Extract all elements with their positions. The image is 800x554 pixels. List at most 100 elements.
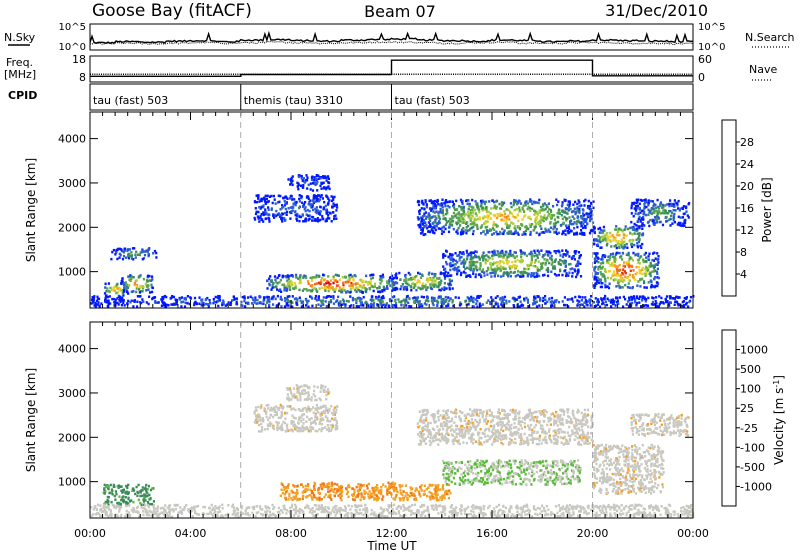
heatmap-cell [653, 277, 656, 281]
heatmap-cell [606, 285, 609, 288]
heatmap-cell [634, 207, 637, 210]
heatmap-cell [551, 304, 554, 307]
heatmap-cell [529, 198, 532, 201]
heatmap-cell [329, 496, 332, 499]
heatmap-cell [493, 261, 496, 265]
heatmap-cell [656, 272, 659, 275]
heatmap-cell [318, 496, 321, 499]
heatmap-cell [685, 205, 688, 208]
heatmap-cell [370, 277, 373, 280]
heatmap-cell [133, 282, 136, 285]
heatmap-cell [314, 395, 317, 398]
heatmap-cell [288, 197, 292, 200]
heatmap-cell [326, 195, 329, 199]
heatmap-cell [268, 416, 271, 420]
heatmap-cell [554, 223, 557, 227]
heatmap-cell [263, 407, 266, 410]
heatmap-cell [625, 303, 628, 306]
heatmap-cell [599, 228, 603, 232]
heatmap-cell [347, 484, 351, 488]
heatmap-cell [456, 261, 459, 264]
heatmap-cell [297, 497, 300, 501]
heatmap-cell [316, 189, 319, 192]
heatmap-cell [111, 250, 114, 254]
heatmap-cell [330, 412, 334, 415]
heatmap-cell [423, 221, 426, 224]
heatmap-cell [292, 420, 295, 424]
heatmap-cell [651, 296, 654, 299]
heatmap-cell [260, 404, 263, 407]
heatmap-cell [622, 264, 625, 268]
heatmap-cell [136, 300, 139, 303]
heatmap-cell [381, 290, 384, 293]
heatmap-cell [673, 205, 676, 208]
heatmap-cell [409, 277, 412, 281]
heatmap-cell [132, 290, 135, 293]
heatmap-cell [444, 200, 447, 204]
heatmap-cell [365, 300, 368, 304]
heatmap-cell [612, 278, 615, 282]
heatmap-cell [492, 220, 495, 224]
heatmap-cell [549, 300, 552, 304]
heatmap-cell [508, 218, 511, 221]
heatmap-cell [656, 212, 659, 216]
heatmap-cell [579, 275, 583, 278]
heatmap-cell [151, 503, 154, 506]
heatmap-cell [536, 254, 539, 257]
heatmap-cell [370, 295, 373, 298]
heatmap-cell [597, 261, 600, 264]
heatmap-cell [421, 215, 424, 218]
heatmap-cell [127, 292, 130, 295]
heatmap-cell [357, 493, 360, 496]
heatmap-cell [373, 282, 377, 286]
heatmap-cell [598, 305, 602, 308]
heatmap-cell [281, 492, 284, 495]
heatmap-cell [309, 204, 312, 207]
heatmap-cell [313, 276, 316, 279]
heatmap-cell [320, 194, 323, 197]
heatmap-cell [543, 216, 546, 220]
heatmap-cell [518, 206, 521, 209]
heatmap-cell [542, 219, 545, 223]
heatmap-cell [351, 298, 354, 302]
heatmap-cell [379, 275, 382, 278]
heatmap-cell [583, 232, 586, 235]
heatmap-cell [559, 258, 562, 262]
heatmap-cell [570, 210, 574, 214]
heatmap-cell [635, 296, 639, 300]
heatmap-cell [540, 267, 543, 270]
heatmap-cell [590, 209, 593, 213]
heatmap-cell [567, 224, 570, 227]
heatmap-cell [359, 498, 362, 502]
heatmap-cell [286, 284, 289, 288]
heatmap-cell [654, 263, 657, 266]
heatmap-cell [584, 220, 587, 223]
heatmap-cell [536, 249, 539, 252]
heatmap-cell [328, 409, 331, 413]
heatmap-cell [335, 421, 338, 425]
heatmap-cell [635, 198, 638, 202]
heatmap-cell [540, 231, 543, 234]
heatmap-cell [459, 233, 463, 236]
heatmap-cell [382, 275, 385, 279]
heatmap-cell [485, 254, 488, 257]
heatmap-cell [285, 286, 288, 290]
heatmap-cell [393, 282, 396, 285]
heatmap-cell [194, 300, 197, 304]
heatmap-cell [264, 428, 267, 431]
heatmap-cell [188, 302, 191, 306]
heatmap-cell [509, 267, 512, 270]
heatmap-cell [327, 429, 331, 433]
heatmap-cell [274, 297, 277, 301]
heatmap-cell [549, 256, 552, 260]
heatmap-cell [124, 283, 127, 286]
heatmap-cell [318, 420, 322, 424]
heatmap-cell [502, 273, 505, 276]
heatmap-cell [351, 493, 354, 497]
heatmap-cell [336, 280, 339, 283]
heatmap-cell [133, 283, 136, 286]
heatmap-cell [229, 301, 233, 304]
heatmap-cell [130, 257, 134, 260]
heatmap-cell [265, 197, 268, 201]
heatmap-cell [639, 244, 642, 248]
